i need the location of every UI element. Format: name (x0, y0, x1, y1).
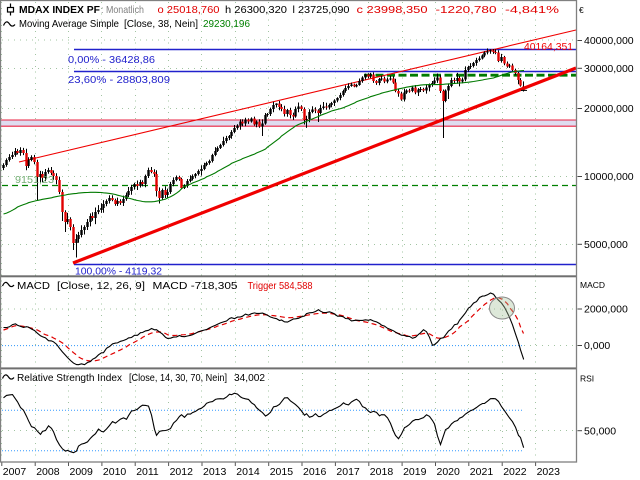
svg-text:100,00% - 4119,32: 100,00% - 4119,32 (75, 266, 162, 278)
svg-text:MACD: MACD (17, 281, 50, 292)
svg-text:2023: 2023 (537, 466, 561, 478)
svg-text:-4,841%: -4,841% (505, 5, 559, 16)
svg-text:40164,351: 40164,351 (524, 41, 573, 53)
svg-text:MACD: MACD (580, 280, 605, 290)
svg-text:2012: 2012 (170, 466, 194, 478)
svg-text:2020: 2020 (437, 466, 461, 478)
svg-text:2000,000: 2000,000 (584, 304, 628, 316)
svg-text:[Close, 14, 30, 70, Nein]: [Close, 14, 30, 70, Nein] (129, 373, 227, 384)
svg-text:h 26300,320: h 26300,320 (225, 5, 287, 16)
svg-text:10000,000: 10000,000 (584, 171, 634, 183)
svg-text:2018: 2018 (370, 466, 394, 478)
svg-text:40000,000: 40000,000 (584, 35, 634, 47)
svg-text:23,60% - 28803,809: 23,60% - 28803,809 (68, 74, 170, 86)
svg-text:c 23998,350: c 23998,350 (357, 5, 428, 16)
svg-text:2011: 2011 (136, 466, 159, 478)
svg-text:9151,23: 9151,23 (15, 174, 54, 186)
svg-text:50,000: 50,000 (584, 425, 616, 437)
svg-text:[Close, 38, Nein]: [Close, 38, Nein] (124, 19, 198, 30)
svg-text:MACD -718,305: MACD -718,305 (153, 281, 238, 292)
svg-text:2022: 2022 (503, 466, 527, 478)
svg-text:RSI: RSI (580, 374, 594, 384)
svg-text:[Close, 12, 26, 9]: [Close, 12, 26, 9] (57, 281, 145, 292)
svg-text:2015: 2015 (270, 466, 294, 478)
svg-text:30000,000: 30000,000 (584, 63, 634, 75)
svg-text:Relative Strength Index: Relative Strength Index (17, 373, 123, 384)
svg-text:2016: 2016 (303, 466, 327, 478)
svg-text:MDAX INDEX PF: MDAX INDEX PF (19, 5, 100, 16)
svg-text:Moving Average Simple: Moving Average Simple (19, 19, 119, 30)
svg-text:34,002: 34,002 (234, 373, 265, 384)
svg-text:Trigger 584,588: Trigger 584,588 (248, 281, 313, 292)
svg-text:l 23725,090: l 23725,090 (293, 5, 350, 16)
svg-text:: Monatlich: : Monatlich (101, 5, 144, 16)
svg-text:5000,000: 5000,000 (584, 239, 628, 251)
svg-text:20000,000: 20000,000 (584, 103, 634, 115)
svg-text:2008: 2008 (36, 466, 60, 478)
svg-text:29230,196: 29230,196 (203, 19, 250, 30)
svg-text:2010: 2010 (103, 466, 127, 478)
svg-text:2014: 2014 (236, 466, 260, 478)
svg-text:-1220,780: -1220,780 (436, 5, 497, 16)
svg-text:2019: 2019 (403, 466, 427, 478)
svg-text:€: € (579, 5, 584, 15)
svg-text:0,000: 0,000 (584, 340, 610, 352)
svg-text:2017: 2017 (336, 466, 360, 478)
svg-text:0,00% - 36428,86: 0,00% - 36428,86 (68, 54, 155, 66)
svg-text:2013: 2013 (203, 466, 227, 478)
svg-text:2009: 2009 (70, 466, 94, 478)
svg-text:2021: 2021 (470, 466, 494, 478)
svg-text:o 25018,760: o 25018,760 (158, 5, 220, 16)
svg-text:2007: 2007 (3, 466, 27, 478)
